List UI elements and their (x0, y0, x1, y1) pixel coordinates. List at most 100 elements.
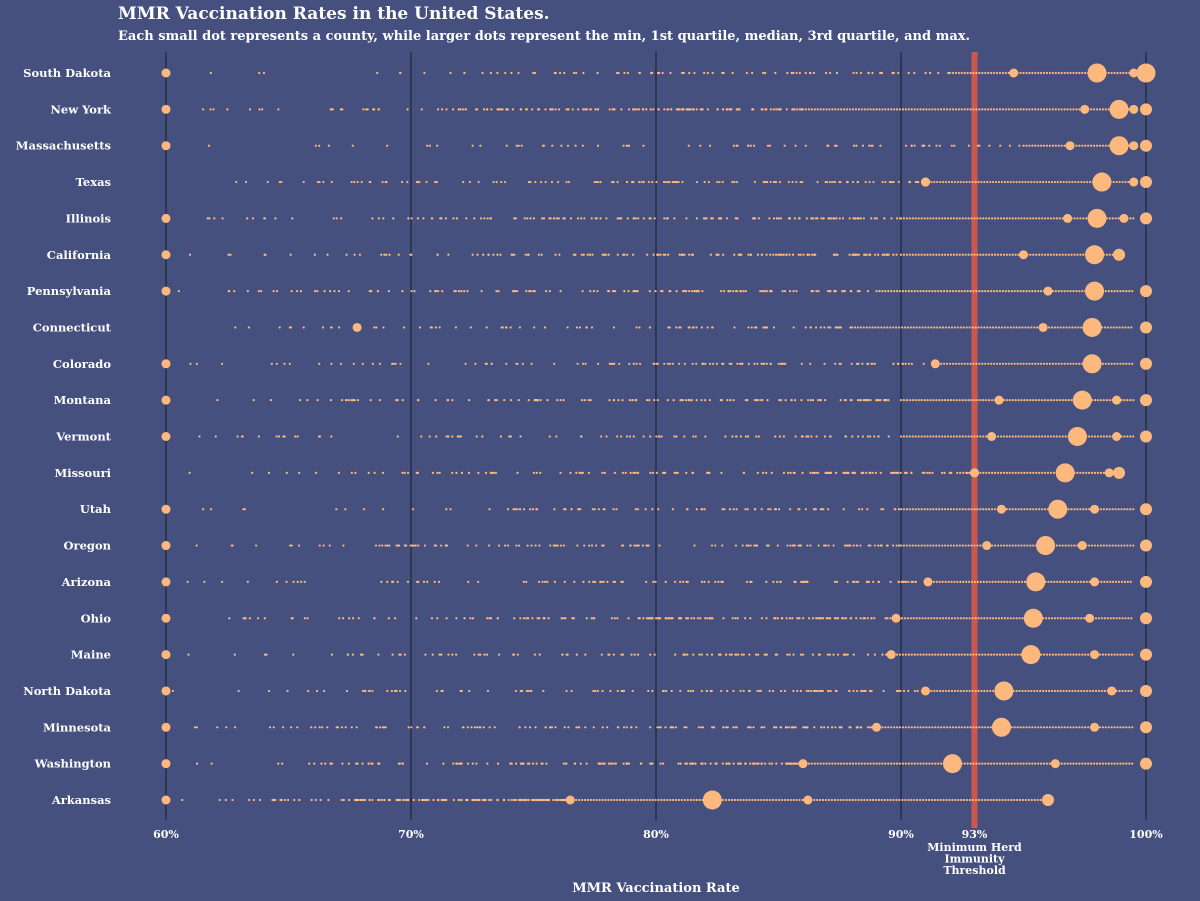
county-dot (1046, 399, 1050, 402)
county-dot (1031, 726, 1034, 729)
county-dot (233, 726, 237, 729)
county-dot (571, 108, 574, 111)
county-dot (697, 726, 700, 729)
county-dot (915, 617, 918, 620)
county-dot (1053, 617, 1056, 620)
county-dot (1030, 180, 1033, 184)
county-dot (979, 399, 982, 402)
county-dot (933, 798, 936, 802)
county-dot (762, 71, 765, 75)
county-dot (850, 326, 854, 329)
county-dot (1034, 362, 1037, 365)
stat-dot-q1 (970, 468, 979, 478)
county-dot (741, 544, 744, 547)
county-dot (1008, 144, 1011, 147)
county-dot (1102, 508, 1105, 511)
county-dot (212, 108, 215, 111)
county-dot (1121, 617, 1124, 620)
county-dot (486, 217, 489, 220)
county-dot (874, 471, 878, 474)
county-dot (870, 689, 873, 693)
county-dot (969, 108, 972, 111)
county-dot (697, 290, 700, 293)
county-dot (863, 108, 866, 111)
county-dot (675, 290, 678, 293)
county-dot (248, 617, 251, 620)
county-dot (575, 798, 578, 802)
county-dot (707, 180, 711, 184)
county-dot (898, 653, 902, 656)
county-dot (427, 362, 430, 365)
county-dot (909, 326, 912, 329)
county-dot (764, 326, 767, 329)
county-dot (795, 290, 798, 293)
county-dot (730, 798, 734, 802)
county-dot (1018, 326, 1021, 329)
county-dot (290, 726, 293, 729)
county-dot (652, 108, 655, 111)
county-dot (941, 508, 944, 511)
county-dot (495, 180, 498, 184)
county-dot (688, 71, 691, 75)
county-dot (747, 544, 750, 547)
state-row: Pennsylvania (27, 281, 1152, 301)
county-dot (808, 253, 811, 256)
county-dot (559, 471, 562, 474)
county-dot (642, 217, 645, 220)
state-row: Washington (34, 754, 1152, 774)
county-dot (1053, 689, 1056, 693)
county-dot (904, 580, 908, 584)
stat-dot-q1 (996, 504, 1006, 514)
county-dot (541, 798, 545, 802)
county-dot (351, 144, 354, 147)
stat-dot-min (161, 504, 171, 514)
county-dot (1040, 108, 1043, 111)
county-dot (883, 399, 886, 402)
county-dot (700, 653, 703, 656)
county-dot (1119, 653, 1122, 656)
county-dot (926, 399, 929, 402)
county-dot (861, 144, 865, 147)
county-dot (763, 762, 767, 765)
county-dot (437, 580, 441, 584)
county-dot (436, 290, 440, 293)
county-dot (854, 217, 857, 220)
county-dot (966, 798, 969, 802)
county-dot (1108, 435, 1111, 438)
county-dot (1033, 180, 1036, 184)
county-dot (956, 617, 959, 620)
county-dot (228, 617, 231, 620)
county-dot (1083, 180, 1086, 184)
county-dot (981, 362, 984, 365)
county-dot (391, 653, 394, 656)
county-dot (1097, 689, 1101, 693)
county-dot (321, 726, 324, 729)
county-dot (988, 471, 991, 474)
county-dot (756, 689, 759, 693)
stat-dot-q1 (923, 577, 933, 587)
county-dot (1046, 435, 1050, 438)
county-dot (689, 762, 692, 765)
county-dot (1051, 726, 1054, 729)
county-dot (684, 399, 688, 402)
county-dot (216, 399, 219, 402)
county-dot (474, 362, 477, 365)
county-dot (951, 726, 955, 729)
county-dot (578, 726, 581, 729)
county-dot (583, 108, 587, 111)
county-dot (839, 399, 842, 402)
county-dot (670, 726, 673, 729)
county-dot (784, 726, 788, 729)
state-row: Texas (76, 172, 1152, 192)
county-dot (890, 180, 894, 184)
county-dot (514, 508, 517, 511)
county-dot (819, 508, 822, 511)
county-dot (260, 290, 263, 293)
county-dot (565, 762, 568, 765)
county-dot (582, 580, 585, 584)
county-dot (908, 253, 911, 256)
county-dot (645, 108, 648, 111)
county-dot (952, 544, 956, 547)
county-dot (961, 399, 964, 402)
county-dot (1016, 798, 1019, 802)
